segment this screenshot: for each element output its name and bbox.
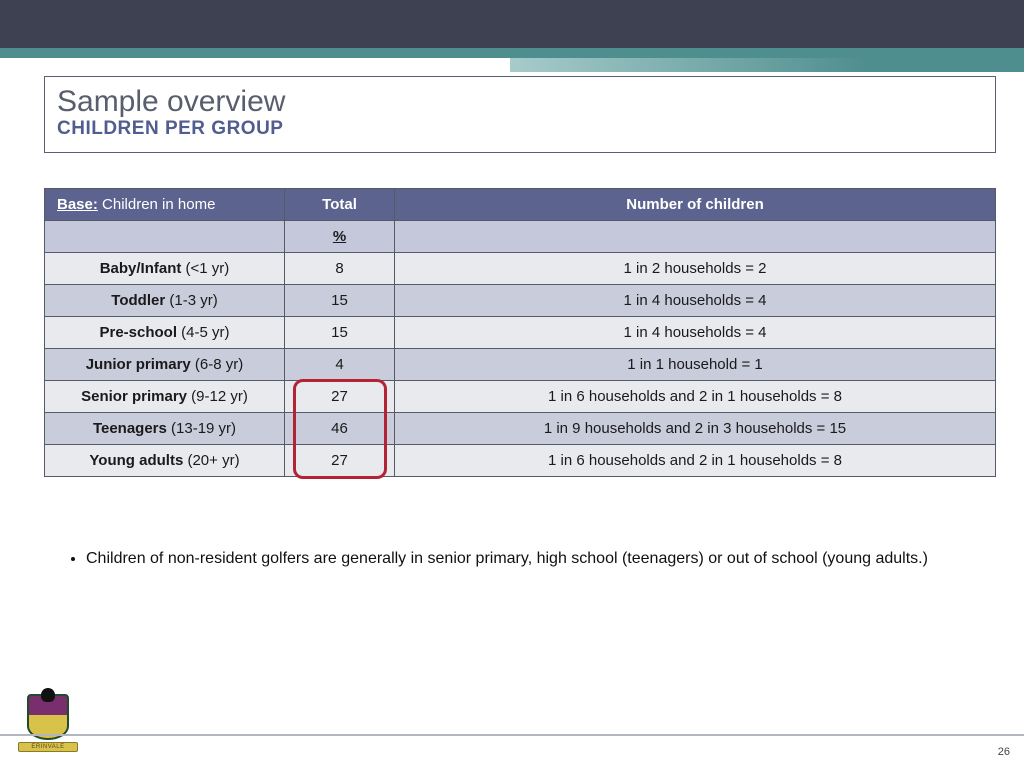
- row-label-paren: (6-8 yr): [195, 356, 243, 373]
- row-label-paren: (<1 yr): [186, 260, 230, 277]
- slide-title: Sample overview: [57, 85, 983, 118]
- row-pct: 15: [285, 285, 395, 317]
- row-label-paren: (1-3 yr): [169, 292, 217, 309]
- row-label-main: Toddler: [111, 292, 169, 309]
- bullet-list: Children of non-resident golfers are gen…: [68, 548, 954, 570]
- row-label: Young adults (20+ yr): [45, 445, 285, 477]
- header-base-cell: Base: Children in home: [45, 189, 285, 221]
- row-label-main: Young adults: [89, 452, 187, 469]
- table-row: Teenagers (13-19 yr)461 in 9 households …: [45, 413, 996, 445]
- row-label-main: Pre-school: [99, 324, 181, 341]
- row-label-main: Junior primary: [86, 356, 195, 373]
- slide-subtitle: CHILDREN PER GROUP: [57, 118, 983, 140]
- row-label: Pre-school (4-5 yr): [45, 317, 285, 349]
- row-label-paren: (20+ yr): [187, 452, 239, 469]
- row-pct: 4: [285, 349, 395, 381]
- table-subheader-row: %: [45, 221, 996, 253]
- table-row: Toddler (1-3 yr)151 in 4 households = 4: [45, 285, 996, 317]
- subheader-blank-label: [45, 221, 285, 253]
- table-header-row: Base: Children in home Total Number of c…: [45, 189, 996, 221]
- row-pct: 46: [285, 413, 395, 445]
- bottom-rule: [0, 734, 1024, 736]
- table-row: Junior primary (6-8 yr)41 in 1 household…: [45, 349, 996, 381]
- row-label-paren: (13-19 yr): [171, 420, 236, 437]
- row-pct: 27: [285, 445, 395, 477]
- row-pct: 27: [285, 381, 395, 413]
- table-row: Baby/Infant (<1 yr)81 in 2 households = …: [45, 253, 996, 285]
- row-label: Toddler (1-3 yr): [45, 285, 285, 317]
- table-row: Senior primary (9-12 yr)271 in 6 househo…: [45, 381, 996, 413]
- table-body: % Baby/Infant (<1 yr)81 in 2 households …: [45, 221, 996, 477]
- bullet-item: Children of non-resident golfers are gen…: [86, 548, 954, 570]
- subheader-pct-symbol: %: [285, 221, 395, 253]
- row-label: Senior primary (9-12 yr): [45, 381, 285, 413]
- top-band-white-cut: [0, 58, 510, 74]
- row-label-main: Teenagers: [93, 420, 171, 437]
- title-box: Sample overview CHILDREN PER GROUP: [44, 76, 996, 153]
- header-desc: Number of children: [395, 189, 996, 221]
- header-total: Total: [285, 189, 395, 221]
- table-row: Young adults (20+ yr)271 in 6 households…: [45, 445, 996, 477]
- top-band-teal-fade: [504, 58, 1024, 72]
- top-band-teal: [0, 48, 1024, 58]
- row-desc: 1 in 2 households = 2: [395, 253, 996, 285]
- row-label: Junior primary (6-8 yr): [45, 349, 285, 381]
- row-desc: 1 in 6 households and 2 in 1 households …: [395, 445, 996, 477]
- row-pct: 8: [285, 253, 395, 285]
- subheader-blank-desc: [395, 221, 996, 253]
- header-base-text: Children in home: [102, 196, 215, 213]
- table-row: Pre-school (4-5 yr)151 in 4 households =…: [45, 317, 996, 349]
- page-number: 26: [998, 746, 1010, 758]
- header-base-label: Base:: [57, 196, 98, 213]
- row-label-main: Baby/Infant: [100, 260, 186, 277]
- row-desc: 1 in 4 households = 4: [395, 317, 996, 349]
- logo-banner-text: ERINVALE: [18, 742, 78, 752]
- row-label-main: Senior primary: [81, 388, 191, 405]
- row-desc: 1 in 6 households and 2 in 1 households …: [395, 381, 996, 413]
- row-desc: 1 in 1 household = 1: [395, 349, 996, 381]
- row-label-paren: (9-12 yr): [191, 388, 248, 405]
- row-label: Teenagers (13-19 yr): [45, 413, 285, 445]
- logo: ERINVALE: [18, 694, 78, 756]
- row-label-paren: (4-5 yr): [181, 324, 229, 341]
- row-desc: 1 in 9 households and 2 in 3 households …: [395, 413, 996, 445]
- top-band-dark: [0, 0, 1024, 48]
- children-per-group-table: Base: Children in home Total Number of c…: [44, 188, 996, 477]
- row-pct: 15: [285, 317, 395, 349]
- row-label: Baby/Infant (<1 yr): [45, 253, 285, 285]
- table-wrap: Base: Children in home Total Number of c…: [44, 188, 996, 477]
- row-desc: 1 in 4 households = 4: [395, 285, 996, 317]
